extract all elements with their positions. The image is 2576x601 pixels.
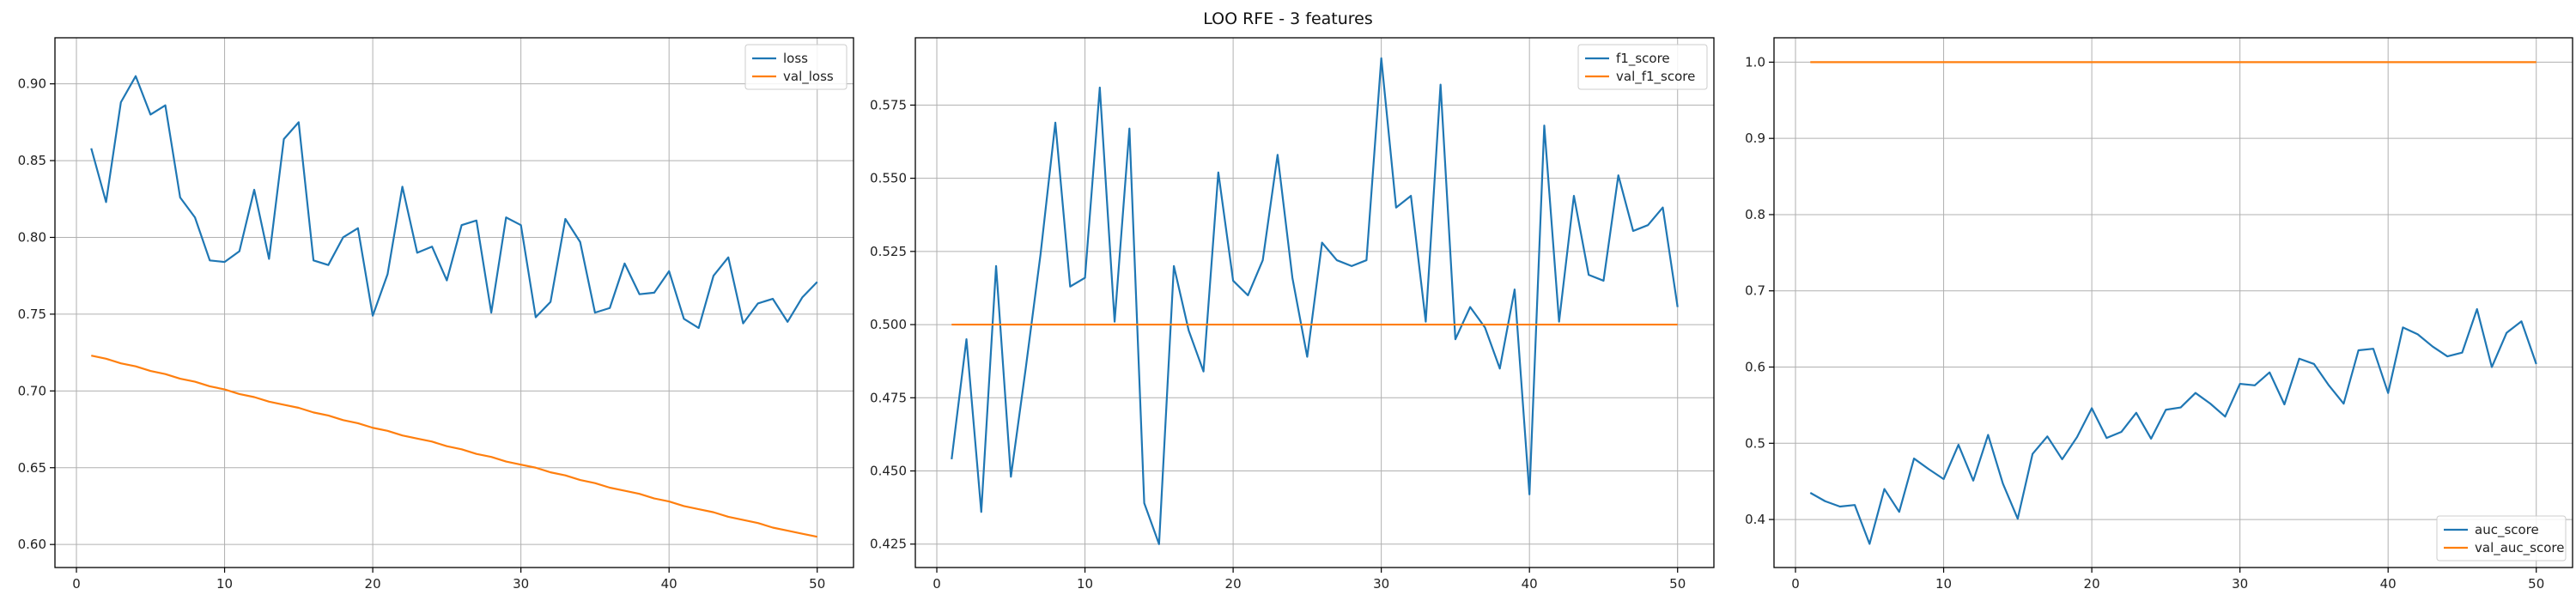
legend-label: auc_score (2475, 522, 2539, 538)
x-tick-label: 10 (1077, 576, 1093, 592)
y-tick-label: 0.9 (1745, 131, 1765, 146)
axes-frame (914, 37, 1715, 568)
x-tick-label: 50 (809, 576, 825, 592)
x-tick-label: 0 (933, 576, 941, 592)
x-tick-label: 50 (1669, 576, 1686, 592)
legend-label: val_auc_score (2475, 540, 2565, 556)
legend-box (744, 44, 848, 90)
y-tick-label: 0.60 (18, 537, 46, 552)
legend-label: val_f1_score (1616, 69, 1695, 85)
x-tick-label: 40 (2380, 576, 2397, 592)
y-tick-label: 0.475 (870, 390, 907, 405)
figure-title: LOO RFE - 3 features (1203, 9, 1373, 28)
y-tick-label: 0.6 (1745, 360, 1765, 375)
legend-label: f1_score (1616, 51, 1670, 67)
y-tick-label: 0.575 (870, 97, 907, 112)
x-tick-label: 10 (1935, 576, 1952, 592)
x-tick-label: 40 (1522, 576, 1538, 592)
y-tick-label: 0.4 (1745, 512, 1765, 527)
y-tick-label: 0.80 (18, 229, 46, 245)
y-tick-label: 0.425 (870, 537, 907, 552)
chart-2: 0 10 20 30 40 50 0.425 0.450 0.475 0.500 0.525 0.55… (870, 37, 1715, 592)
y-tick-label: 0.450 (870, 464, 907, 479)
y-tick-label: 0.7 (1745, 283, 1765, 299)
axes-frame (54, 37, 854, 568)
x-tick-label: 50 (2528, 576, 2544, 592)
x-tick-label: 0 (72, 576, 81, 592)
y-tick-label: 0.8 (1745, 207, 1765, 222)
legend-box (1577, 44, 1708, 90)
x-tick-label: 20 (2084, 576, 2100, 592)
y-tick-label: 0.75 (18, 307, 46, 322)
legend: f1_score val_f1_score (1577, 44, 1708, 90)
y-tick-label: 0.525 (870, 244, 907, 259)
y-tick-label: 0.85 (18, 153, 46, 168)
legend-box (2436, 515, 2567, 562)
y-tick-label: 0.500 (870, 317, 907, 332)
x-tick-label: 40 (661, 576, 677, 592)
y-tick-label: 0.90 (18, 76, 46, 92)
series-line-f1-score (951, 57, 1679, 545)
panels: 0 10 20 30 40 500.600.650.700.750.800.850.90l… (18, 37, 2573, 592)
x-tick-label: 30 (2232, 576, 2248, 592)
series-line-val-loss (91, 355, 817, 538)
chart-3: 0 10 20 30 40 50 0.4 0.5 0.6 0.7 0.8 0.9 1.0 auc_scor… (1745, 37, 2573, 592)
legend-label: val_loss (783, 69, 834, 85)
x-tick-label: 20 (1225, 576, 1242, 592)
chart-1: 0 10 20 30 40 50 0.60 0.65 0.70 0.75 0.80 0.85 0.90 l… (18, 37, 854, 592)
legend: loss val_loss (744, 44, 848, 90)
legend: auc_score val_auc_score (2436, 515, 2567, 562)
x-tick-label: 0 (1791, 576, 1800, 592)
axes-frame (1773, 37, 2573, 568)
x-tick-label: 10 (216, 576, 233, 592)
x-tick-label: 30 (1373, 576, 1389, 592)
y-tick-label: 0.70 (18, 383, 46, 398)
x-tick-label: 20 (365, 576, 381, 592)
y-tick-label: 1.0 (1745, 54, 1765, 70)
series-line-loss (90, 75, 818, 330)
y-tick-label: 0.550 (870, 171, 907, 186)
y-tick-label: 0.65 (18, 460, 46, 476)
y-tick-label: 0.5 (1745, 435, 1765, 451)
x-tick-label: 30 (513, 576, 529, 592)
series-line-auc-score (1809, 307, 2537, 545)
legend-label: loss (783, 51, 808, 66)
